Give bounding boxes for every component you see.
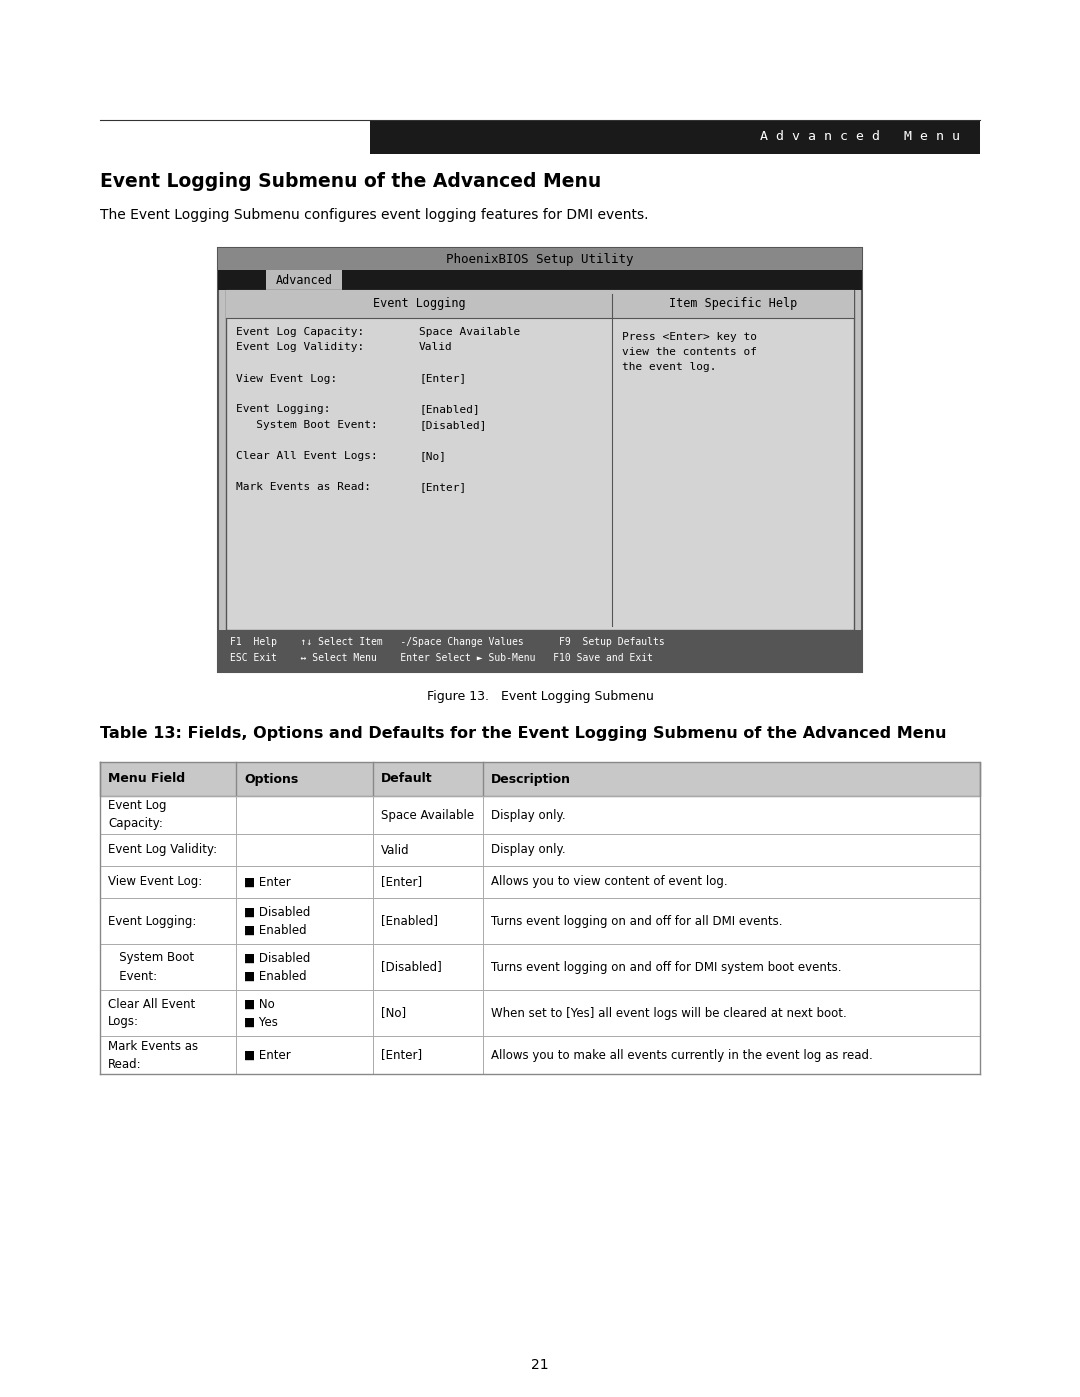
Bar <box>218 249 862 270</box>
Text: [No]: [No] <box>419 451 446 461</box>
Text: Advanced: Advanced <box>275 274 333 286</box>
Bar <box>226 291 854 319</box>
Text: ■ Disabled
■ Enabled: ■ Disabled ■ Enabled <box>244 905 311 936</box>
Text: Turns event logging on and off for DMI system boot events.: Turns event logging on and off for DMI s… <box>490 961 841 974</box>
Text: When set to [Yes] all event logs will be cleared at next boot.: When set to [Yes] all event logs will be… <box>490 1006 847 1020</box>
Text: Options: Options <box>244 773 299 785</box>
Text: Valid: Valid <box>381 844 409 856</box>
Text: Display only.: Display only. <box>490 844 566 856</box>
Text: [Enter]: [Enter] <box>419 482 467 492</box>
Text: View Event Log:: View Event Log: <box>108 876 202 888</box>
Text: ■ Disabled
■ Enabled: ■ Disabled ■ Enabled <box>244 951 311 982</box>
Bar <box>100 990 980 1037</box>
Bar <box>100 944 980 990</box>
Bar <box>100 761 980 796</box>
Text: System Boot
   Event:: System Boot Event: <box>108 951 194 982</box>
Text: System Boot Event:: System Boot Event: <box>237 420 378 430</box>
Text: Event Log Validity:: Event Log Validity: <box>108 844 217 856</box>
Bar <box>370 120 980 154</box>
Text: Event Log Capacity:: Event Log Capacity: <box>237 327 364 337</box>
Text: The Event Logging Submenu configures event logging features for DMI events.: The Event Logging Submenu configures eve… <box>100 208 648 222</box>
Text: Menu Field: Menu Field <box>108 773 185 785</box>
Bar <box>218 630 862 672</box>
Text: Item Specific Help: Item Specific Help <box>669 298 797 310</box>
Bar <box>100 834 980 866</box>
Text: [No]: [No] <box>381 1006 406 1020</box>
Bar <box>100 1037 980 1074</box>
Text: [Enter]: [Enter] <box>381 876 422 888</box>
Bar <box>218 270 862 291</box>
Text: A d v a n c e d   M e n u: A d v a n c e d M e n u <box>760 130 960 144</box>
Text: Turns event logging on and off for all DMI events.: Turns event logging on and off for all D… <box>490 915 782 928</box>
Text: [Disabled]: [Disabled] <box>381 961 442 974</box>
Text: Display only.: Display only. <box>490 809 566 821</box>
Text: Space Available: Space Available <box>419 327 521 337</box>
Text: Clear All Event
Logs:: Clear All Event Logs: <box>108 997 195 1028</box>
Text: ■ No
■ Yes: ■ No ■ Yes <box>244 997 279 1028</box>
Bar <box>266 270 342 291</box>
Text: Press <Enter> key to
view the contents of
the event log.: Press <Enter> key to view the contents o… <box>622 332 757 372</box>
Bar <box>226 291 854 630</box>
Text: Valid: Valid <box>419 342 453 352</box>
Text: Table 13: Fields, Options and Defaults for the Event Logging Submenu of the Adva: Table 13: Fields, Options and Defaults f… <box>100 726 946 740</box>
Text: Default: Default <box>381 773 432 785</box>
Text: [Enter]: [Enter] <box>381 1049 422 1062</box>
Bar <box>100 796 980 834</box>
Text: Description: Description <box>490 773 571 785</box>
Text: Clear All Event Logs:: Clear All Event Logs: <box>237 451 378 461</box>
Bar <box>100 866 980 898</box>
Bar <box>100 898 980 944</box>
Text: [Enabled]: [Enabled] <box>419 405 480 415</box>
Text: Figure 13.   Event Logging Submenu: Figure 13. Event Logging Submenu <box>427 690 653 703</box>
Text: ESC Exit    ↔ Select Menu    Enter Select ► Sub-Menu   F10 Save and Exit: ESC Exit ↔ Select Menu Enter Select ► Su… <box>230 652 653 664</box>
Text: Event Log Validity:: Event Log Validity: <box>237 342 364 352</box>
Text: Space Available: Space Available <box>381 809 474 821</box>
Text: ■ Enter: ■ Enter <box>244 876 292 888</box>
Text: [Enter]: [Enter] <box>419 373 467 384</box>
Bar <box>218 249 862 672</box>
Text: [Disabled]: [Disabled] <box>419 420 487 430</box>
Text: Event Log
Capacity:: Event Log Capacity: <box>108 799 166 830</box>
Text: Mark Events as
Read:: Mark Events as Read: <box>108 1039 198 1070</box>
Text: PhoenixBIOS Setup Utility: PhoenixBIOS Setup Utility <box>446 253 634 265</box>
Text: Allows you to view content of event log.: Allows you to view content of event log. <box>490 876 728 888</box>
Text: View Event Log:: View Event Log: <box>237 373 337 384</box>
Text: Event Logging: Event Logging <box>373 298 465 310</box>
Text: ■ Enter: ■ Enter <box>244 1049 292 1062</box>
Text: Allows you to make all events currently in the event log as read.: Allows you to make all events currently … <box>490 1049 873 1062</box>
Text: F1  Help    ↑↓ Select Item   -/Space Change Values      F9  Setup Defaults: F1 Help ↑↓ Select Item -/Space Change Va… <box>230 637 665 647</box>
Text: 21: 21 <box>531 1358 549 1372</box>
Text: Event Logging:: Event Logging: <box>108 915 197 928</box>
Text: Event Logging:: Event Logging: <box>237 405 330 415</box>
Text: [Enabled]: [Enabled] <box>381 915 437 928</box>
Text: Mark Events as Read:: Mark Events as Read: <box>237 482 372 492</box>
Text: Event Logging Submenu of the Advanced Menu: Event Logging Submenu of the Advanced Me… <box>100 172 602 191</box>
